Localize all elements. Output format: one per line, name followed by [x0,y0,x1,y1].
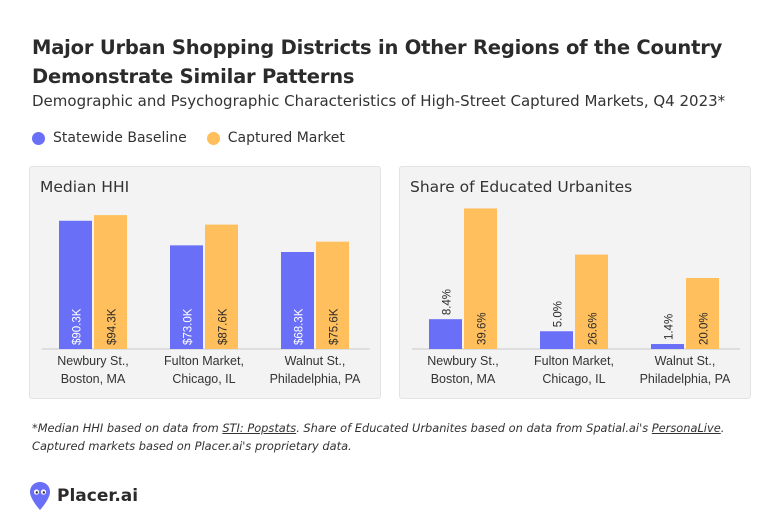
median-hhi-chart: $90.3K $94.3K Newbury St., Boston, MA $73.0K… [42,215,370,386]
data-label: 1.4% [664,314,676,340]
bar-captured [575,254,608,349]
data-label: 5.0% [553,301,565,327]
legend-swatch-captured [206,131,220,145]
bar-baseline [540,331,573,349]
data-label: $90.3K [72,308,84,345]
category-label: Fulton Market, [534,354,614,368]
chart-subtitle: Demographic and Psychographic Characteri… [32,92,726,110]
chart-title: Major Urban Shopping Districts in Other … [32,36,723,88]
legend-label-baseline: Statewide Baseline [53,130,187,146]
category-label: Walnut St., [655,354,716,368]
legend: Statewide Baseline Captured Market [32,130,365,146]
category-label: Walnut St., [285,354,346,368]
category-label: Chicago, IL [172,372,235,386]
bar-baseline [170,245,203,349]
placer-wordmark: Placer.ai [57,486,139,506]
data-label: $75.6K [329,308,341,345]
footnote-text-2: . Share of Educated Urbanites based on d… [296,421,652,435]
category-label: Boston, MA [61,372,126,386]
data-label: 39.6% [477,312,489,345]
data-label: $94.3K [107,308,119,345]
placer-pin-icon [30,482,50,510]
data-label: $73.0K [183,308,195,345]
data-label: $68.3K [294,308,306,345]
footnote: *Median HHI based on data from STI: Pops… [32,419,752,455]
legend-item-captured: Captured Market [206,130,345,146]
bar-baseline [59,220,92,349]
footnote-link-popstats[interactable]: STI: Popstats [222,421,297,435]
data-label: 20.0% [699,312,711,345]
data-label: $87.6K [218,308,230,345]
panel-title-median-hhi: Median HHI [40,178,130,196]
bar-baseline [651,344,684,349]
panel-educated-urbanites: Share of Educated Urbanites 8.4% 39.6% New… [399,166,751,399]
bar-captured [316,241,349,349]
educated-urbanites-chart: 8.4% 39.6% Newbury St., Boston, MA 5.0% 26.6%… [412,208,740,386]
footnote-link-personalive[interactable]: PersonaLive [651,421,721,435]
bar-captured [686,278,719,349]
category-label: Newbury St., [427,354,499,368]
category-label: Chicago, IL [542,372,605,386]
legend-swatch-baseline [32,131,45,145]
category-label: Fulton Market, [164,354,244,368]
bar-captured [464,208,497,349]
bar-baseline [429,319,462,349]
bar-captured [205,224,238,349]
category-label: Boston, MA [431,372,496,386]
bar-captured [94,215,127,349]
data-label: 8.4% [442,289,454,315]
category-label: Philadelphia, PA [270,372,361,386]
legend-label-captured: Captured Market [227,130,345,146]
legend-item-baseline: Statewide Baseline [32,130,187,146]
placer-logo: Placer.ai [29,481,138,511]
footnote-text-3: . Captured markets based on Placer.ai's … [32,421,725,453]
panel-title-educated-urbanites: Share of Educated Urbanites [410,178,633,196]
bar-baseline [281,252,314,349]
category-label: Philadelphia, PA [640,372,731,386]
category-label: Newbury St., [57,354,129,368]
panel-median-hhi: Median HHI $90.3K $94.3K Newbury St., Bosto… [29,166,381,399]
footnote-text-1: *Median HHI based on data from [32,421,223,435]
data-label: 26.6% [588,312,600,345]
